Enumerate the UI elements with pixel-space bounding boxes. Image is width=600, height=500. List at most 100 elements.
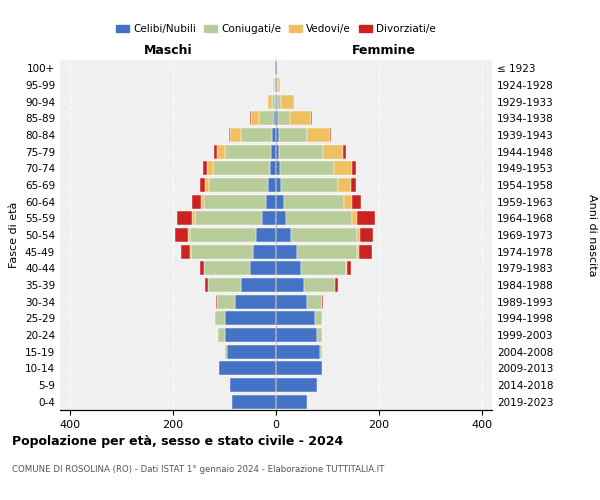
Bar bbox=[224, 144, 271, 159]
Bar bbox=[344, 194, 352, 209]
Bar bbox=[192, 194, 202, 209]
Bar bbox=[268, 94, 272, 109]
Bar bbox=[205, 178, 209, 192]
Bar bbox=[213, 162, 270, 175]
Bar bbox=[235, 294, 276, 308]
Bar bbox=[224, 311, 276, 326]
Bar bbox=[250, 261, 276, 276]
Bar bbox=[357, 211, 375, 226]
Bar bbox=[276, 311, 314, 326]
Bar bbox=[334, 162, 352, 175]
Bar bbox=[276, 211, 286, 226]
Bar bbox=[216, 294, 217, 308]
Bar bbox=[207, 162, 213, 175]
Bar bbox=[204, 261, 250, 276]
Bar bbox=[218, 328, 224, 342]
Bar bbox=[276, 394, 307, 409]
Bar bbox=[276, 194, 284, 209]
Bar bbox=[352, 194, 361, 209]
Text: COMUNE DI ROSOLINA (RO) - Dati ISTAT 1° gennaio 2024 - Elaborazione TUTTITALIA.I: COMUNE DI ROSOLINA (RO) - Dati ISTAT 1° … bbox=[12, 465, 385, 474]
Bar bbox=[241, 128, 272, 142]
Bar bbox=[272, 94, 275, 109]
Bar bbox=[292, 228, 357, 242]
Bar bbox=[276, 162, 280, 175]
Bar bbox=[284, 194, 344, 209]
Bar bbox=[195, 211, 262, 226]
Bar bbox=[200, 178, 205, 192]
Bar bbox=[347, 261, 351, 276]
Bar bbox=[202, 194, 204, 209]
Bar bbox=[276, 278, 304, 292]
Bar bbox=[232, 394, 276, 409]
Bar bbox=[335, 278, 338, 292]
Text: Femmine: Femmine bbox=[352, 44, 416, 57]
Bar bbox=[276, 144, 279, 159]
Bar bbox=[175, 228, 188, 242]
Bar bbox=[271, 144, 276, 159]
Bar bbox=[272, 128, 276, 142]
Bar bbox=[217, 294, 235, 308]
Bar bbox=[278, 112, 290, 126]
Bar bbox=[323, 144, 343, 159]
Bar bbox=[276, 261, 301, 276]
Bar bbox=[276, 361, 322, 376]
Bar bbox=[311, 112, 312, 126]
Bar bbox=[277, 78, 278, 92]
Bar bbox=[361, 228, 373, 242]
Bar bbox=[276, 344, 320, 359]
Text: Anni di nascita: Anni di nascita bbox=[587, 194, 597, 276]
Bar bbox=[253, 244, 276, 259]
Bar bbox=[270, 162, 276, 175]
Bar bbox=[346, 261, 347, 276]
Bar bbox=[307, 128, 330, 142]
Bar bbox=[280, 162, 334, 175]
Bar bbox=[338, 178, 350, 192]
Text: Popolazione per età, sesso e stato civile - 2024: Popolazione per età, sesso e stato civil… bbox=[12, 435, 343, 448]
Bar bbox=[343, 144, 346, 159]
Bar bbox=[276, 228, 292, 242]
Bar bbox=[357, 244, 359, 259]
Bar bbox=[301, 261, 346, 276]
Bar bbox=[209, 178, 268, 192]
Bar bbox=[281, 94, 294, 109]
Bar bbox=[290, 112, 311, 126]
Bar bbox=[188, 228, 190, 242]
Bar bbox=[268, 178, 276, 192]
Bar bbox=[220, 361, 276, 376]
Bar bbox=[274, 112, 276, 126]
Bar bbox=[279, 144, 323, 159]
Bar bbox=[200, 261, 204, 276]
Bar bbox=[262, 211, 276, 226]
Bar bbox=[256, 228, 276, 242]
Bar bbox=[181, 244, 190, 259]
Bar bbox=[350, 178, 356, 192]
Bar bbox=[250, 112, 251, 126]
Bar bbox=[276, 244, 296, 259]
Bar bbox=[259, 112, 274, 126]
Bar bbox=[278, 78, 280, 92]
Bar bbox=[275, 94, 276, 109]
Bar bbox=[224, 344, 227, 359]
Bar bbox=[281, 178, 338, 192]
Bar bbox=[205, 278, 208, 292]
Bar bbox=[314, 311, 322, 326]
Bar bbox=[276, 294, 307, 308]
Bar bbox=[192, 211, 195, 226]
Bar bbox=[304, 278, 335, 292]
Bar bbox=[190, 228, 256, 242]
Text: Maschi: Maschi bbox=[143, 44, 193, 57]
Y-axis label: Fasce di età: Fasce di età bbox=[10, 202, 19, 268]
Bar bbox=[317, 328, 322, 342]
Bar bbox=[266, 194, 276, 209]
Bar bbox=[276, 112, 278, 126]
Bar bbox=[357, 228, 361, 242]
Bar bbox=[191, 244, 253, 259]
Bar bbox=[352, 211, 357, 226]
Bar bbox=[320, 344, 322, 359]
Bar bbox=[251, 112, 259, 126]
Bar bbox=[214, 144, 217, 159]
Bar bbox=[230, 378, 276, 392]
Bar bbox=[204, 194, 266, 209]
Bar bbox=[230, 128, 241, 142]
Legend: Celibi/Nubili, Coniugati/e, Vedovi/e, Divorziati/e: Celibi/Nubili, Coniugati/e, Vedovi/e, Di… bbox=[112, 20, 440, 38]
